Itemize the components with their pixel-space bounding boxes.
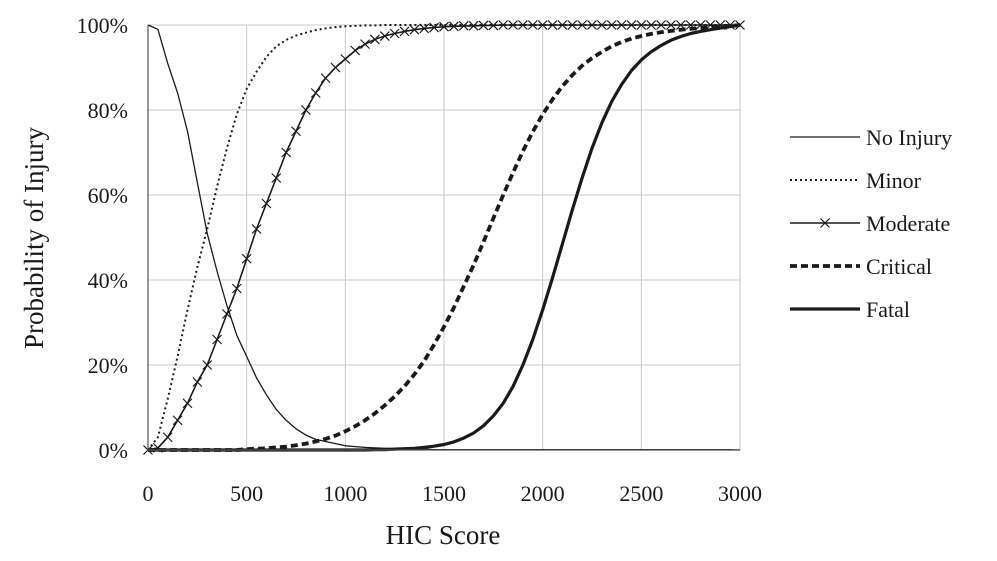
x-marker: [820, 218, 830, 228]
series-line-critical: [148, 23, 741, 452]
legend-label: Moderate: [866, 211, 950, 236]
x-marker: [330, 62, 341, 73]
x-marker: [182, 398, 193, 409]
x-marker: [429, 22, 440, 33]
x-marker: [527, 20, 538, 30]
x-marker: [448, 21, 459, 32]
x-marker: [162, 432, 173, 443]
x-marker: [735, 20, 745, 30]
legend-label: Critical: [866, 254, 932, 279]
x-marker: [212, 334, 222, 345]
x-tick-label: 2000: [521, 481, 565, 506]
x-marker: [152, 442, 163, 453]
x-marker: [202, 360, 213, 370]
x-tick-label: 0: [143, 481, 154, 506]
x-marker: [439, 21, 449, 32]
y-tick-label: 0%: [99, 438, 128, 463]
gridlines: [148, 24, 741, 450]
x-marker: [567, 20, 578, 30]
x-marker: [478, 20, 489, 31]
x-marker: [715, 20, 726, 30]
x-marker: [350, 45, 361, 56]
x-marker: [488, 20, 499, 31]
y-tick-label: 40%: [88, 268, 128, 293]
axes: [147, 25, 740, 451]
x-marker: [596, 20, 607, 30]
x-marker: [281, 147, 292, 158]
x-marker: [695, 20, 706, 30]
x-marker: [666, 20, 676, 30]
x-marker: [616, 20, 627, 30]
x-marker: [192, 377, 203, 387]
y-tick-label: 60%: [88, 183, 128, 208]
x-marker: [360, 39, 370, 50]
x-marker: [656, 20, 666, 30]
x-marker: [675, 20, 686, 30]
moderate-x-markers: [143, 20, 745, 455]
legend-label: Fatal: [866, 297, 910, 322]
x-marker: [468, 20, 479, 31]
x-tick-label: 3000: [718, 481, 762, 506]
x-marker: [557, 20, 568, 30]
x-marker: [231, 283, 242, 294]
x-marker: [389, 28, 400, 39]
legend-item: Moderate: [790, 211, 950, 236]
x-marker: [725, 20, 736, 30]
legend-label: No Injury: [866, 125, 952, 150]
x-marker: [370, 34, 380, 45]
x-marker: [606, 20, 617, 30]
x-marker: [626, 20, 637, 30]
x-tick-label: 500: [230, 481, 263, 506]
x-marker: [409, 24, 420, 35]
legend-item: Fatal: [790, 297, 910, 322]
x-marker: [685, 20, 696, 30]
x-marker: [340, 54, 351, 64]
x-marker: [508, 20, 518, 30]
x-tick-label: 2500: [619, 481, 663, 506]
x-marker: [172, 415, 183, 426]
x-tick-label: 1500: [422, 481, 466, 506]
y-tick-label: 100%: [77, 13, 128, 38]
x-marker: [300, 105, 311, 115]
x-marker: [705, 20, 716, 30]
x-marker: [458, 20, 469, 31]
x-marker: [419, 23, 430, 34]
x-marker: [251, 224, 262, 234]
x-tick-label: 1000: [323, 481, 367, 506]
legend-item: No Injury: [790, 125, 952, 150]
legend-item: Critical: [790, 254, 932, 279]
x-marker: [310, 88, 321, 98]
x-marker: [636, 20, 647, 30]
x-marker: [320, 73, 331, 84]
x-marker: [577, 20, 588, 30]
y-axis-label: Probability of Injury: [19, 127, 49, 349]
legend-label: Minor: [866, 168, 922, 193]
tick-labels: 0 500 1000 1500 2000 2500 3000 0% 20% 40% 60% 80% 10…: [77, 13, 762, 506]
x-marker: [646, 20, 657, 30]
x-marker: [271, 173, 282, 183]
y-tick-label: 20%: [88, 353, 128, 378]
x-marker: [379, 31, 390, 41]
y-tick-label: 80%: [88, 98, 128, 123]
legend: No Injury Minor Moderate Critical Fatal: [790, 125, 952, 322]
x-marker: [241, 253, 252, 264]
x-marker: [518, 20, 528, 30]
x-marker: [537, 20, 548, 30]
x-axis-label: HIC Score: [386, 520, 501, 550]
x-marker: [222, 309, 232, 319]
x-marker: [587, 20, 597, 30]
x-marker: [261, 198, 272, 209]
x-marker: [547, 20, 558, 30]
x-marker: [399, 26, 410, 37]
x-marker: [291, 126, 301, 137]
x-marker: [498, 20, 509, 30]
legend-item: Minor: [790, 168, 922, 193]
